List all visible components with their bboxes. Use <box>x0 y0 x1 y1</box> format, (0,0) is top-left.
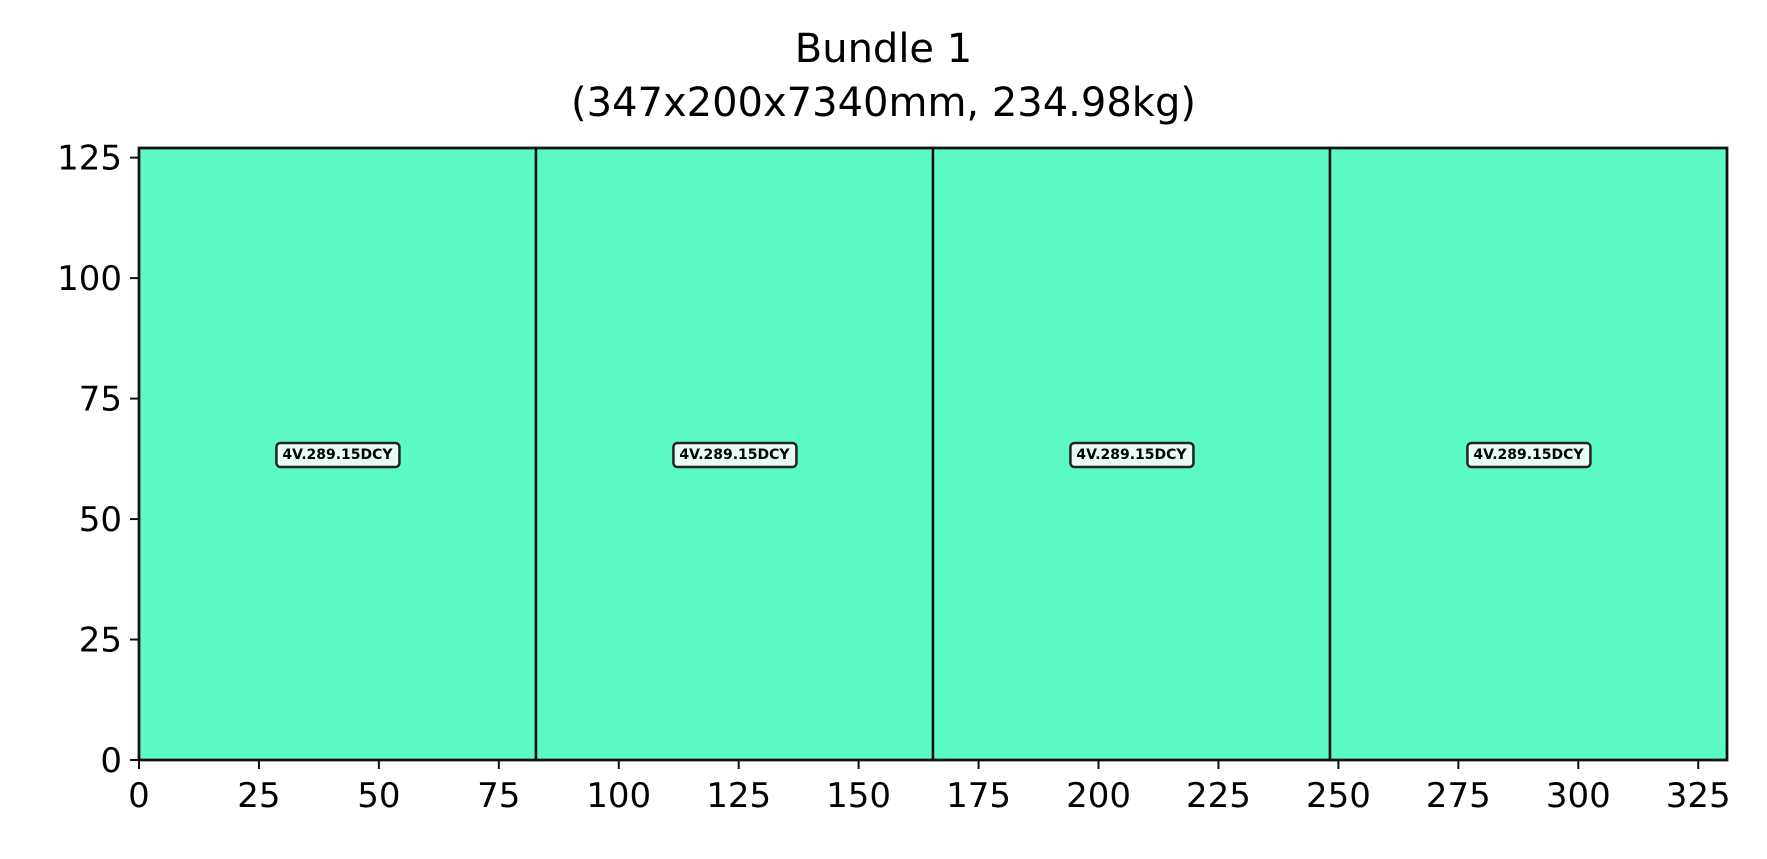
x-tick-label: 0 <box>128 776 150 816</box>
x-tick-label: 25 <box>237 776 280 816</box>
item-label-box-4 <box>1466 441 1592 469</box>
y-tick-label: 50 <box>79 500 122 540</box>
x-tick-label: 100 <box>586 776 651 816</box>
x-tick-label: 50 <box>357 776 400 816</box>
item-label-box-1 <box>275 441 401 469</box>
x-tick-label: 225 <box>1186 776 1251 816</box>
item-label-4: 4V.289.15DCY <box>1473 447 1584 463</box>
x-tick-label: 250 <box>1306 776 1371 816</box>
plot-frame <box>137 146 1729 762</box>
chart-title: Bundle 1 <box>794 26 973 72</box>
x-tick-label: 300 <box>1546 776 1611 816</box>
chart-subtitle: (347x200x7340mm, 234.98kg) <box>571 80 1196 126</box>
item-label-3: 4V.289.15DCY <box>1076 447 1187 463</box>
x-tick-label: 275 <box>1426 776 1491 816</box>
x-tick-label: 325 <box>1666 776 1731 816</box>
item-label-box-3 <box>1069 441 1195 469</box>
item-label-2: 4V.289.15DCY <box>679 447 790 463</box>
chart-title-block: Bundle 1 (347x200x7340mm, 234.98kg) <box>0 22 1767 130</box>
item-label-box-2 <box>672 441 798 469</box>
y-tick-label: 25 <box>79 621 122 661</box>
y-tick-label: 100 <box>57 259 122 299</box>
x-tick-label: 125 <box>706 776 771 816</box>
y-tick-label: 0 <box>100 741 122 781</box>
x-tick-label: 150 <box>826 776 891 816</box>
y-tick-label: 75 <box>79 380 122 420</box>
x-tick-label: 175 <box>946 776 1011 816</box>
y-tick-label: 125 <box>57 139 122 179</box>
x-tick-label: 75 <box>477 776 520 816</box>
item-label-1: 4V.289.15DCY <box>282 447 393 463</box>
x-tick-label: 200 <box>1066 776 1131 816</box>
